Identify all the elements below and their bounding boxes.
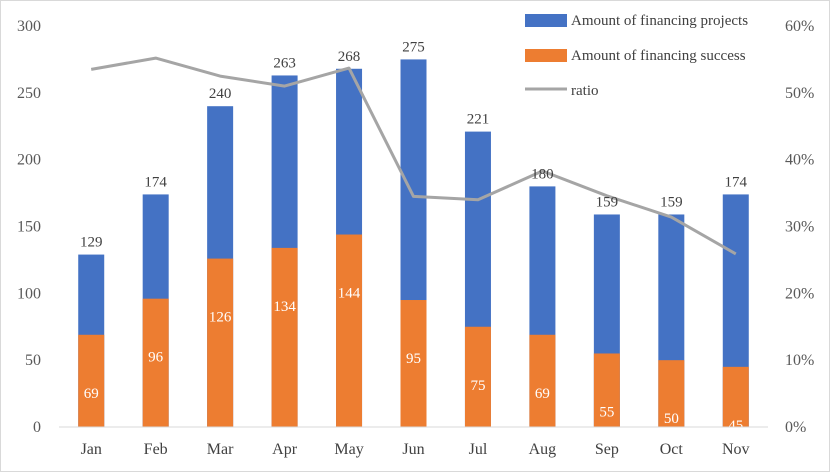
category-label: Mar bbox=[207, 441, 234, 458]
category-label: Jun bbox=[402, 441, 424, 458]
success-value-label: 55 bbox=[599, 404, 614, 420]
x-axis: Jan Feb Mar Apr May Jun Jul Aug Sep Oct Nov bbox=[59, 426, 768, 458]
category-label: May bbox=[334, 441, 363, 458]
projects-value-label: 159 bbox=[660, 194, 683, 210]
category-label: Oct bbox=[660, 441, 684, 458]
right-tick-label: 30% bbox=[785, 219, 814, 236]
category-label: Aug bbox=[529, 441, 557, 458]
left-tick-label: 300 bbox=[17, 18, 41, 35]
projects-value-label: 268 bbox=[338, 49, 361, 65]
category-label: Apr bbox=[272, 441, 298, 458]
success-bar bbox=[142, 298, 169, 427]
success-bar bbox=[593, 353, 620, 427]
legend-label-success: Amount of financing success bbox=[571, 48, 746, 64]
success-value-label: 126 bbox=[209, 310, 232, 326]
success-bar bbox=[464, 326, 491, 427]
success-bar-series bbox=[78, 234, 749, 427]
left-tick-label: 0 bbox=[33, 419, 41, 436]
success-value-label: 45 bbox=[728, 418, 743, 434]
category-label: Jan bbox=[81, 441, 102, 458]
success-value-label: 69 bbox=[535, 386, 550, 402]
success-value-label: 69 bbox=[84, 386, 99, 402]
success-bar bbox=[658, 360, 685, 427]
success-value-label: 95 bbox=[406, 351, 421, 367]
left-y-axis: 0 50 100 150 200 250 300 bbox=[17, 18, 41, 436]
projects-value-label: 174 bbox=[725, 174, 748, 190]
category-label: Nov bbox=[722, 441, 750, 458]
success-value-label: 96 bbox=[148, 350, 164, 366]
success-bar bbox=[207, 258, 234, 427]
ratio-line-series bbox=[90, 56, 737, 256]
projects-value-label: 240 bbox=[209, 86, 232, 102]
projects-value-label: 129 bbox=[80, 235, 103, 251]
success-value-label: 75 bbox=[470, 378, 485, 394]
projects-value-label: 159 bbox=[596, 194, 619, 210]
left-tick-label: 200 bbox=[17, 152, 41, 169]
projects-value-label: 263 bbox=[273, 55, 296, 71]
right-tick-label: 10% bbox=[785, 352, 814, 369]
right-y-axis: 0% 10% 20% 30% 40% 50% 60% bbox=[785, 18, 814, 436]
success-bar bbox=[78, 334, 105, 427]
left-tick-label: 100 bbox=[17, 285, 41, 302]
projects-value-label: 221 bbox=[467, 112, 490, 128]
success-value-label: 134 bbox=[273, 299, 296, 315]
left-tick-label: 250 bbox=[17, 85, 41, 102]
success-bar bbox=[336, 234, 363, 427]
success-data-labels: 69 96 126 134 144 95 75 69 55 50 45 bbox=[84, 286, 744, 434]
legend-label-projects: Amount of financing projects bbox=[571, 13, 748, 29]
right-tick-label: 40% bbox=[785, 152, 814, 169]
right-tick-label: 0% bbox=[785, 419, 806, 436]
success-value-label: 144 bbox=[338, 286, 361, 302]
legend-label-ratio: ratio bbox=[571, 83, 599, 99]
projects-value-label: 174 bbox=[144, 174, 167, 190]
right-tick-label: 20% bbox=[785, 285, 814, 302]
success-bar bbox=[722, 366, 749, 427]
projects-value-label: 275 bbox=[402, 39, 425, 55]
legend: Amount of financing projects Amount of f… bbox=[525, 13, 748, 99]
legend-swatch-projects bbox=[525, 14, 567, 27]
left-tick-label: 50 bbox=[25, 352, 41, 369]
right-tick-label: 60% bbox=[785, 18, 814, 35]
left-tick-label: 150 bbox=[17, 219, 41, 236]
ratio-line bbox=[90, 56, 737, 256]
category-label: Feb bbox=[144, 441, 168, 458]
projects-value-label: 180 bbox=[531, 166, 554, 182]
right-tick-label: 50% bbox=[785, 85, 814, 102]
success-bar bbox=[529, 334, 556, 427]
success-bar bbox=[400, 300, 427, 427]
category-label: Sep bbox=[595, 441, 619, 458]
success-bar bbox=[271, 247, 298, 427]
category-label: Jul bbox=[469, 441, 488, 458]
projects-data-labels: 129 174 240 263 268 275 221 180 159 159 174 bbox=[80, 39, 748, 250]
success-value-label: 50 bbox=[664, 411, 679, 427]
legend-swatch-success bbox=[525, 49, 567, 62]
